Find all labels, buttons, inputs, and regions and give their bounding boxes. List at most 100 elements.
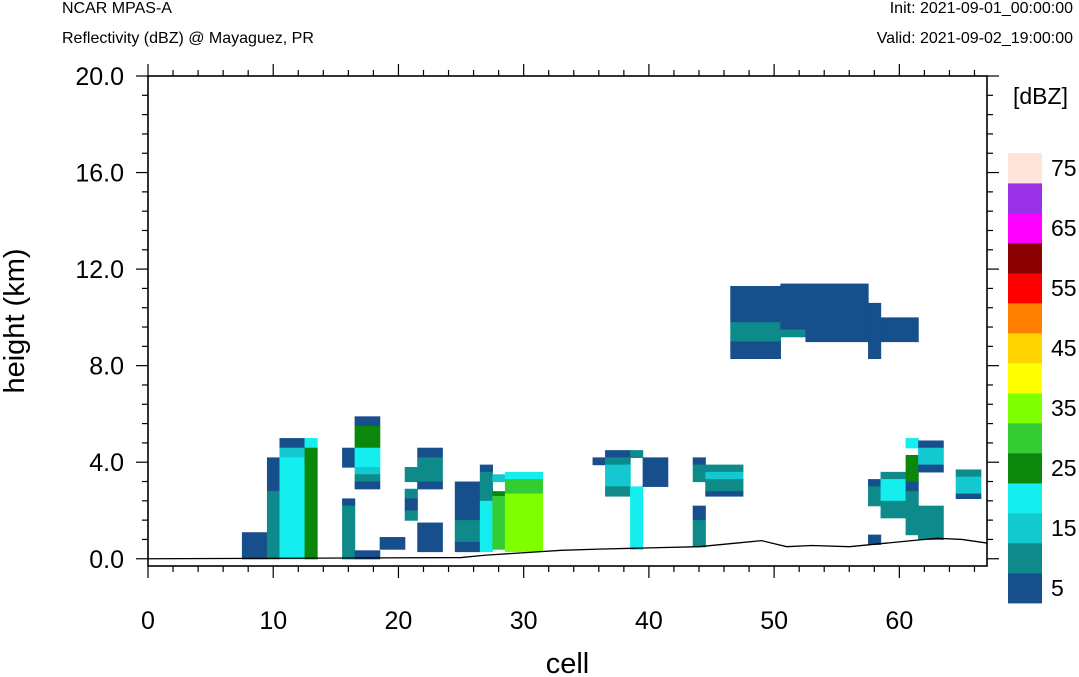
reflectivity-cell — [266, 457, 281, 492]
reflectivity-cell — [955, 493, 982, 500]
colorbar-swatch — [1008, 543, 1042, 574]
reflectivity-cell — [492, 496, 506, 550]
colorbar-swatch — [1008, 183, 1042, 214]
reflectivity-cell — [592, 457, 606, 466]
reflectivity-cell — [492, 474, 506, 483]
reflectivity-cell — [342, 447, 356, 468]
reflectivity-cell — [692, 464, 706, 483]
colorbar-swatch — [1008, 573, 1042, 604]
reflectivity-cell — [304, 438, 318, 449]
reflectivity-cell — [605, 464, 631, 487]
colorbar-swatch — [1008, 423, 1042, 454]
terrain-profile — [147, 537, 988, 560]
reflectivity-cell — [605, 450, 631, 458]
reflectivity-cell — [730, 286, 781, 323]
reflectivity-cell — [905, 491, 919, 536]
reflectivity-cell — [417, 522, 443, 553]
reflectivity-cell — [880, 471, 907, 480]
x-tick-label: 60 — [885, 607, 913, 635]
reflectivity-cell — [880, 479, 907, 502]
valid-time-label: Valid: 2021-09-02_19:00:00 — [876, 30, 1073, 47]
reflectivity-cell — [417, 447, 443, 458]
colorbar-tick-label: 35 — [1051, 395, 1077, 421]
reflectivity-cell — [454, 481, 481, 521]
plot-frame — [147, 75, 988, 567]
reflectivity-cell — [780, 283, 807, 331]
init-time-label: Init: 2021-09-01_00:00:00 — [889, 0, 1073, 17]
reflectivity-cell — [705, 464, 744, 473]
reflectivity-cell — [304, 447, 318, 560]
reflectivity-cell — [918, 464, 944, 473]
colorbar-swatch — [1008, 213, 1042, 244]
colorbar-tick-label: 15 — [1051, 515, 1077, 541]
colorbar-swatch — [1008, 303, 1042, 334]
colorbar-title: [dBZ] — [1013, 83, 1068, 109]
colorbar: 5 15 25 35 45 55 65 75 [dBZ] — [1008, 83, 1077, 604]
reflectivity-cell — [605, 486, 631, 497]
reflectivity-cell — [342, 498, 356, 507]
reflectivity-cell — [454, 520, 481, 543]
reflectivity-cell — [955, 476, 982, 495]
reflectivity-cell — [692, 520, 706, 548]
reflectivity-cell — [918, 440, 944, 449]
reflectivity-cell — [868, 479, 882, 487]
reflectivity-cell — [730, 341, 781, 360]
colorbar-swatch — [1008, 453, 1042, 484]
y-tick-label: 12.0 — [75, 256, 124, 284]
y-tick-label: 0.0 — [89, 546, 124, 574]
reflectivity-cell — [479, 471, 493, 502]
x-tick-label: 40 — [635, 607, 663, 635]
reflectivity-cell — [279, 457, 306, 560]
reflectivity-cell — [404, 467, 418, 483]
reflectivity-cell — [642, 457, 669, 487]
reflectivity-cell — [880, 317, 919, 343]
colorbar-swatch — [1008, 153, 1042, 184]
reflectivity-cell — [354, 426, 381, 449]
colorbar-tick-label: 75 — [1051, 155, 1077, 181]
x-tick-label: 20 — [385, 607, 413, 635]
reflectivity-cell — [454, 541, 481, 553]
reflectivity-cell — [241, 532, 268, 560]
colorbar-swatch — [1008, 243, 1042, 274]
x-axis-label: cell — [546, 648, 590, 677]
reflectivity-cells — [241, 283, 982, 560]
colorbar-swatch — [1008, 363, 1042, 394]
colorbar-swatch — [1008, 393, 1042, 424]
colorbar-swatch — [1008, 513, 1042, 544]
reflectivity-cell — [918, 505, 944, 541]
reflectivity-cell — [266, 491, 281, 560]
reflectivity-cell — [492, 491, 506, 497]
reflectivity-cell — [805, 283, 869, 343]
y-axis-label: height (km) — [0, 248, 31, 393]
reflectivity-cell — [504, 493, 544, 553]
y-tick-label: 4.0 — [89, 449, 124, 477]
reflectivity-cell — [504, 479, 544, 495]
x-tick-label: 10 — [259, 607, 287, 635]
reflectivity-cell — [868, 486, 882, 507]
chart-title: Reflectivity (dBZ) @ Mayaguez, PR — [62, 30, 314, 47]
model-title: NCAR MPAS-A — [62, 0, 172, 17]
reflectivity-cell — [354, 416, 381, 427]
reflectivity-cell — [630, 486, 644, 550]
y-tick-label: 20.0 — [75, 63, 124, 91]
reflectivity-cell — [354, 481, 381, 490]
reflectivity-cell — [730, 322, 781, 343]
reflectivity-cell — [692, 457, 706, 466]
reflectivity-cell — [342, 505, 356, 560]
x-tick-label: 50 — [760, 607, 788, 635]
colorbar-tick-label: 45 — [1051, 335, 1077, 361]
reflectivity-cell — [880, 500, 907, 519]
reflectivity-cell — [417, 457, 443, 483]
colorbar-tick-label: 65 — [1051, 215, 1077, 241]
reflectivity-cell — [504, 471, 544, 480]
y-tick-label: 16.0 — [75, 160, 124, 188]
reflectivity-cell — [705, 471, 744, 480]
colorbar-swatch — [1008, 273, 1042, 304]
reflectivity-cell — [918, 447, 944, 466]
reflectivity-cell — [479, 500, 493, 553]
reflectivity-cell — [479, 464, 493, 473]
reflectivity-cell — [905, 438, 919, 449]
reflectivity-cell — [404, 498, 418, 512]
reflectivity-cell — [630, 450, 644, 458]
